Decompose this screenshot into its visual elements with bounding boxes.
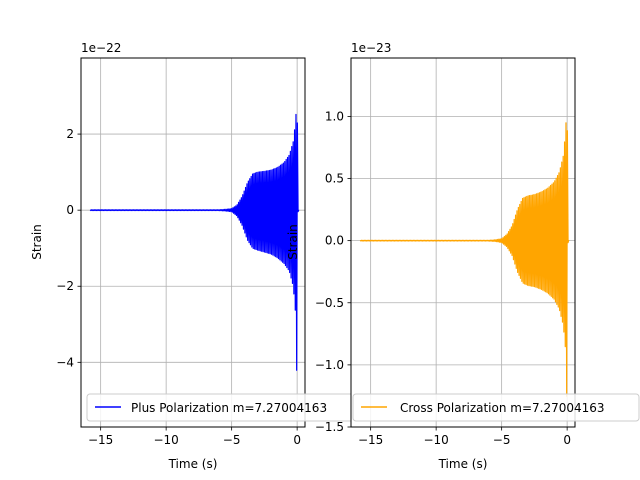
y-axis-title: Strain [286,224,300,260]
y-axis-title: Strain [30,224,44,260]
legend-box [352,393,640,422]
axes-frame [350,57,576,428]
y-tick-label: 0 [66,203,74,217]
legend-entry: Plus Polarization m=7.27004163 [131,401,327,415]
x-tick-label: −5 [493,433,511,447]
y-offset-label: 1e−22 [81,41,121,55]
series-line-0 [89,113,300,371]
y-tick-label: 2 [66,127,74,141]
x-tick-label: 0 [563,433,571,447]
y-tick-label: 1.0 [325,109,344,123]
y-tick-label: 0.5 [325,172,344,186]
legend: Cross Polarization m=7.27004163 [352,393,640,422]
x-tick-label: −5 [223,433,241,447]
x-tick-label: −15 [358,433,383,447]
y-tick-label: −1.5 [315,420,344,434]
x-tick-label: −10 [423,433,448,447]
x-tick-label: −15 [88,433,113,447]
x-tick-label: 0 [293,433,301,447]
axes-frame [80,57,306,428]
y-tick-label: −0.5 [315,296,344,310]
data-layer [89,113,300,371]
y-tick-label: 0.0 [325,234,344,248]
y-tick-label: −2 [56,279,74,293]
y-offset-label: 1e−23 [351,41,391,55]
x-axis-title: Time (s) [168,457,218,471]
y-tick-label: −1.0 [315,358,344,372]
x-axis-title: Time (s) [438,457,488,471]
tick-layer: −15 −10 −5 0 −1.5 −1.0 −0.5 0.0 0.5 1.0 [315,109,571,447]
legend-entry: Cross Polarization m=7.27004163 [400,401,605,415]
y-tick-label: −4 [56,355,74,369]
tick-layer: −15 −10 −5 0 −4 −2 0 2 [56,127,301,447]
cross-polarization-panel: −15 −10 −5 0 −1.5 −1.0 −0.5 0.0 0.5 1.0 1e−23 Tim… [286,41,640,471]
x-tick-label: −10 [153,433,178,447]
data-layer [359,122,570,397]
series-line-0 [359,122,570,397]
plus-polarization-panel: −15 −10 −5 0 −4 −2 0 2 1e−22 Time (s) Strain Pl… [30,41,418,471]
